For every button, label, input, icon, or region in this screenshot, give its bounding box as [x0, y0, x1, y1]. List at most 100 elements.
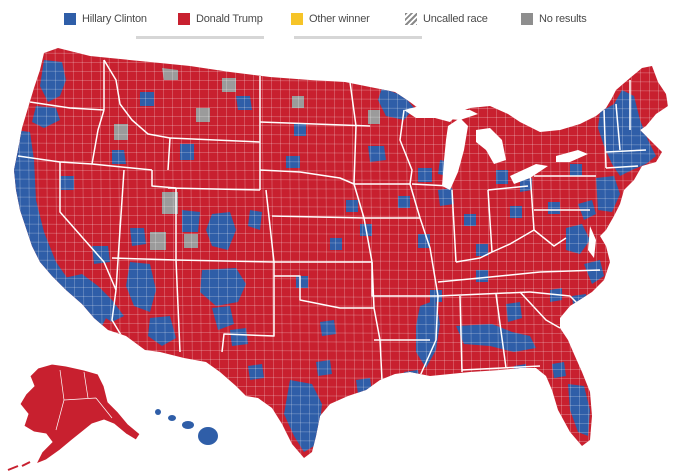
- border-alabama-georgia: [495, 293, 507, 369]
- clinton-iowa: [398, 196, 410, 208]
- border-kansas-missouri: [363, 217, 373, 263]
- border-kentucky-tennessee: [437, 271, 541, 283]
- clinton-new-orleans: [404, 370, 420, 386]
- gray-square-icon: [521, 13, 533, 25]
- clinton-chicago: [438, 188, 454, 206]
- border-illinois-indiana: [451, 189, 457, 263]
- clinton-dc-area: [566, 224, 590, 254]
- great-lakes: [404, 104, 596, 258]
- hawaii: [155, 409, 218, 445]
- clinton-northeast: [598, 90, 656, 176]
- legend-label-uncalled: Uncalled race: [423, 13, 488, 25]
- clinton-regions: [14, 60, 656, 452]
- border-ohio-pennsylvania: [529, 171, 535, 231]
- clinton-south-texas: [284, 380, 322, 452]
- border-oklahoma-texas: [274, 275, 374, 309]
- border-idaho-nevada: [91, 163, 153, 171]
- clinton-virginia-tidewater: [584, 260, 604, 284]
- clinton-buffalo: [570, 164, 582, 176]
- border-georgia-carolina: [519, 291, 561, 329]
- clinton-tallahassee: [514, 364, 526, 376]
- clinton-el-paso: [230, 328, 248, 346]
- yellow-square-icon: [291, 13, 303, 25]
- blue-square-icon: [64, 13, 76, 25]
- no-results-idaho: [114, 124, 128, 140]
- border-utah-wyoming: [151, 170, 177, 189]
- legend: Hillary Clinton Donald Trump Other winne…: [0, 0, 680, 38]
- legend-label-trump: Donald Trump: [196, 13, 263, 25]
- border-nevada-utah: [115, 169, 125, 291]
- border-arizona-nm: [175, 259, 181, 353]
- border-mississippi-alabama: [459, 295, 463, 373]
- border-new-england: [603, 109, 607, 169]
- border-virginia-wv: [533, 229, 567, 247]
- lake-huron: [476, 128, 506, 164]
- clinton-utah-salt-lake: [130, 228, 146, 246]
- border-oregon-idaho: [91, 109, 105, 165]
- hawaii-kauai: [155, 409, 161, 415]
- lake-superior: [404, 104, 478, 120]
- clinton-minnesota-north: [378, 88, 414, 120]
- border-georgia-florida: [461, 365, 541, 371]
- border-vermont-nh: [615, 103, 621, 151]
- clinton-florida-south: [568, 384, 590, 436]
- border-michigan-ohio: [487, 185, 529, 191]
- clinton-indianapolis: [464, 214, 476, 226]
- clinton-dallas: [320, 320, 336, 336]
- clinton-colorado-mountains: [182, 210, 200, 232]
- clinton-austin: [316, 360, 332, 376]
- border-nebraska-iowa: [353, 183, 365, 219]
- no-results-montana-north: [162, 68, 178, 80]
- hawaii-maui: [182, 421, 194, 429]
- border-connecticut: [605, 165, 639, 169]
- border-massachusetts: [605, 149, 647, 153]
- clinton-oklahoma: [296, 276, 308, 288]
- legend-item-clinton: Hillary Clinton: [64, 12, 147, 26]
- clinton-carolina-coast: [572, 294, 588, 312]
- legend-item-other: Other winner: [291, 12, 370, 26]
- clinton-columbus: [510, 206, 522, 218]
- hawaii-oahu: [168, 415, 176, 421]
- hatched-square-icon: [405, 13, 417, 25]
- border-indiana-ohio: [487, 189, 493, 253]
- lake-ontario: [556, 150, 588, 162]
- red-square-icon: [178, 13, 190, 25]
- border-wyoming-colorado: [167, 187, 261, 191]
- border-dakota-minnesota: [349, 81, 357, 185]
- clinton-pittsburgh: [548, 202, 560, 214]
- alaska: [7, 363, 141, 471]
- clinton-mississippi-delta: [416, 300, 440, 368]
- clinton-southern-california: [64, 274, 124, 322]
- header-divider-right: [294, 36, 422, 39]
- alaska-shape: [19, 363, 141, 465]
- clinton-arizona-north: [126, 262, 156, 312]
- border-nebraska-kansas: [271, 215, 365, 219]
- legend-label-other: Other winner: [309, 13, 370, 25]
- clinton-nashville: [476, 270, 488, 282]
- alaska-region-borders: [55, 369, 113, 431]
- legend-item-trump: Donald Trump: [178, 12, 263, 26]
- header-divider-left: [136, 36, 264, 39]
- lake-erie: [510, 164, 548, 184]
- border-nm-texas: [221, 262, 275, 353]
- clinton-dakota-reservation-1: [294, 124, 306, 136]
- clinton-montana-reservations: [236, 96, 252, 110]
- clinton-orlando: [552, 362, 566, 378]
- border-north-south-dakota: [259, 121, 371, 127]
- border-sd-nebraska: [259, 169, 355, 185]
- clinton-houston: [356, 378, 372, 394]
- no-results-wyoming: [196, 108, 210, 122]
- border-arizona-california: [111, 289, 125, 341]
- no-results-colorado: [184, 234, 198, 248]
- legend-label-no-results: No results: [539, 13, 587, 25]
- clinton-louisville: [476, 244, 488, 256]
- clinton-denver: [248, 210, 262, 230]
- clinton-lawrence: [330, 238, 342, 250]
- no-results-montana-east: [222, 78, 236, 92]
- border-california-nevada: [59, 162, 117, 291]
- border-idaho-wyoming: [167, 137, 171, 171]
- clinton-big-bend: [248, 364, 264, 380]
- clinton-cleveland: [520, 178, 532, 192]
- legend-item-uncalled: Uncalled race: [405, 12, 488, 26]
